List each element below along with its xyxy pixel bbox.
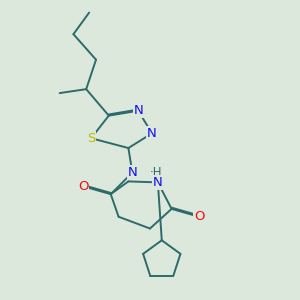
Text: N: N bbox=[128, 166, 137, 179]
Text: ·H: ·H bbox=[150, 166, 163, 179]
Text: S: S bbox=[87, 132, 95, 145]
Text: N: N bbox=[153, 176, 163, 189]
Text: O: O bbox=[78, 180, 88, 193]
Text: N: N bbox=[133, 104, 143, 117]
Text: N: N bbox=[147, 127, 157, 140]
Text: O: O bbox=[194, 210, 204, 223]
